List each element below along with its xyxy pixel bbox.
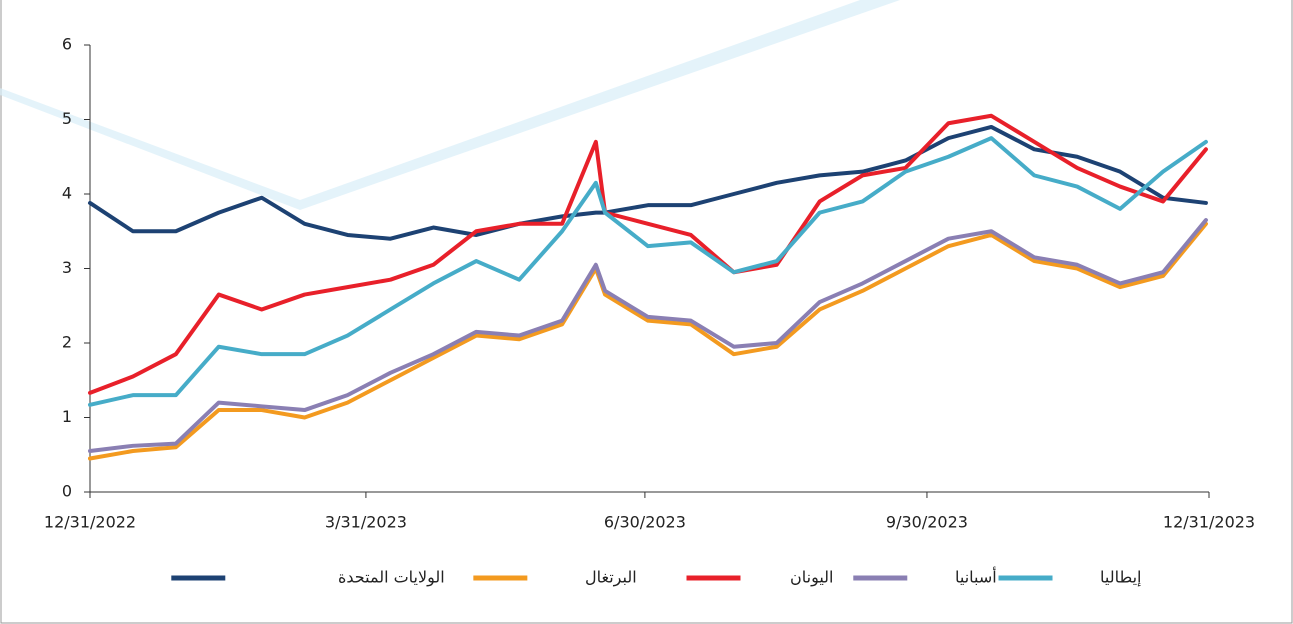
legend-label: البرتغال <box>585 568 637 588</box>
y-tick-label: 0 <box>62 482 72 501</box>
y-tick-label: 2 <box>62 333 72 352</box>
x-tick-label: 3/31/2023 <box>325 513 407 532</box>
legend-label: الولايات المتحدة <box>338 568 445 588</box>
y-tick-label: 3 <box>62 258 72 277</box>
line-series <box>88 218 1208 454</box>
legend-label: اليونان <box>790 568 834 588</box>
x-tick-label: 6/30/2023 <box>604 513 686 532</box>
x-tick-label: 12/31/2022 <box>44 513 136 532</box>
line-series <box>88 136 1208 407</box>
line-series <box>88 113 1208 395</box>
y-tick-label: 4 <box>62 184 72 203</box>
y-tick-label: 6 <box>62 35 72 54</box>
x-tick-label: 9/30/2023 <box>886 513 968 532</box>
y-tick-label: 1 <box>62 407 72 426</box>
y-tick-label: 5 <box>62 109 72 128</box>
decoration <box>0 0 900 210</box>
legend-label: إيطاليا <box>1100 568 1141 587</box>
legend-label: أسبانيا <box>955 567 997 587</box>
line-series <box>88 221 1208 461</box>
line-series <box>88 124 1208 241</box>
x-tick-label: 12/31/2023 <box>1163 513 1255 532</box>
